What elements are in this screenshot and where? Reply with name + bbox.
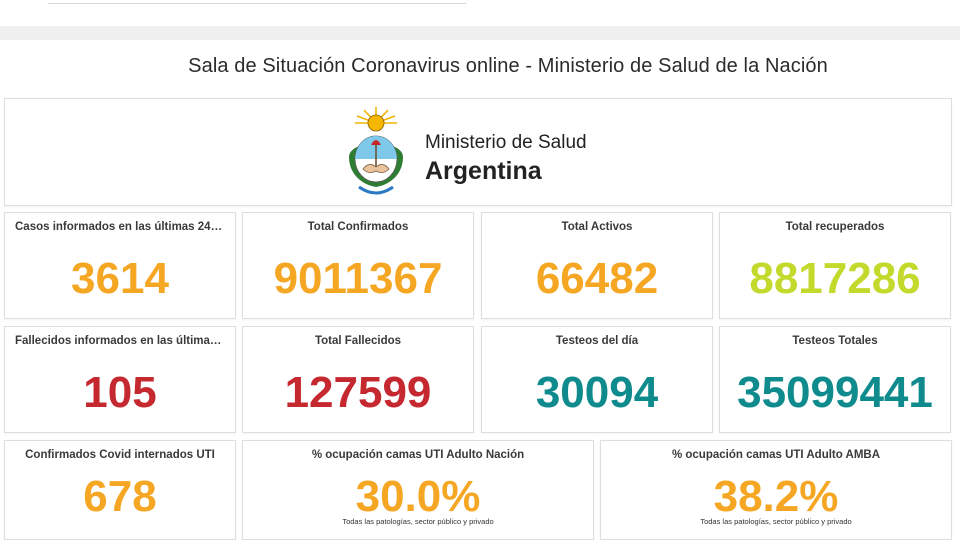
card-label: Testeos del día xyxy=(555,335,639,347)
card-value: 30094 xyxy=(535,368,659,417)
card-total-fallecidos[interactable]: Total Fallecidos 127599 xyxy=(242,326,474,433)
card-value: 8817286 xyxy=(749,254,921,303)
top-bar xyxy=(0,0,960,26)
card-value: 9011367 xyxy=(273,254,443,303)
card-ocupacion-amba[interactable]: % ocupación camas UTI Adulto AMBA 38.2% … xyxy=(600,440,952,540)
card-testeos-totales[interactable]: Testeos Totales 35099441 xyxy=(719,326,951,433)
card-label: Testeos Totales xyxy=(792,335,878,347)
page-title: Sala de Situación Coronavirus online - M… xyxy=(188,55,828,77)
card-value: 3614 xyxy=(71,254,169,303)
card-testeos-dia[interactable]: Testeos del día 30094 xyxy=(481,326,713,433)
card-label: % ocupación camas UTI Adulto AMBA xyxy=(671,449,881,461)
org-name: Ministerio de Salud xyxy=(425,132,587,153)
card-label: Total recuperados xyxy=(785,221,885,233)
logo-card: Ministerio de Salud Argentina xyxy=(4,98,952,206)
card-value: 127599 xyxy=(284,368,432,417)
card-value: 35099441 xyxy=(737,368,933,417)
card-value: 678 xyxy=(83,472,157,521)
card-label: Confirmados Covid internados UTI xyxy=(25,449,215,461)
top-search-field[interactable] xyxy=(48,0,466,4)
card-note: Todas las patologías, sector público y p… xyxy=(700,517,852,526)
card-casos-24h[interactable]: Casos informados en las últimas 24 Hs 36… xyxy=(4,212,236,319)
card-total-confirmados[interactable]: Total Confirmados 9011367 xyxy=(242,212,474,319)
card-label: % ocupación camas UTI Adulto Nación xyxy=(311,449,525,461)
card-value: 66482 xyxy=(535,254,659,303)
card-total-activos[interactable]: Total Activos 66482 xyxy=(481,212,713,319)
card-value: 30.0% xyxy=(355,472,481,521)
card-label: Casos informados en las últimas 24 Hs xyxy=(15,221,229,233)
card-value: 38.2% xyxy=(713,472,839,521)
card-label: Total Confirmados xyxy=(307,221,409,233)
card-fallecidos-24h[interactable]: Fallecidos informados en las últimas ...… xyxy=(4,326,236,433)
card-label: Total Activos xyxy=(561,221,633,233)
card-note: Todas las patologías, sector público y p… xyxy=(342,517,494,526)
card-ocupacion-nacion[interactable]: % ocupación camas UTI Adulto Nación 30.0… xyxy=(242,440,594,540)
card-internados-uti[interactable]: Confirmados Covid internados UTI 678 xyxy=(4,440,236,540)
card-label: Total Fallecidos xyxy=(314,335,402,347)
card-value: 105 xyxy=(83,368,157,417)
org-country: Argentina xyxy=(425,157,542,185)
escudo-argentina-icon xyxy=(349,107,403,195)
card-total-recuperados[interactable]: Total recuperados 8817286 xyxy=(719,212,951,319)
card-label: Fallecidos informados en las últimas ... xyxy=(15,335,230,347)
